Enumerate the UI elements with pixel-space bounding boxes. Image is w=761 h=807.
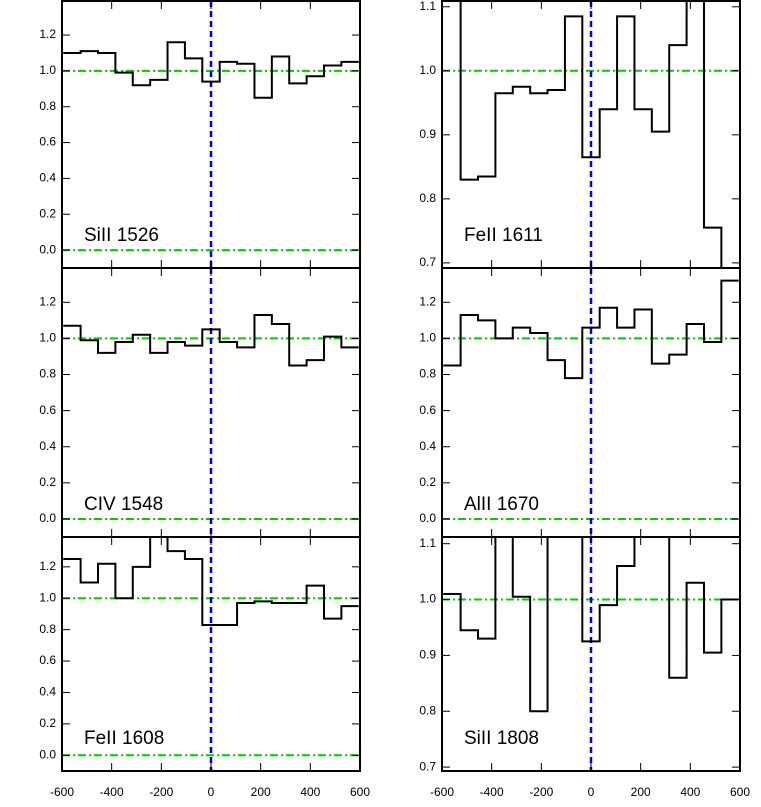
y-tick-label: 1.2	[39, 294, 56, 308]
y-tick-label: 0.9	[419, 127, 436, 141]
y-tick-label: 0.8	[419, 367, 436, 381]
panel-label: SiII 1526	[84, 225, 159, 246]
y-tick-label: 1.2	[39, 559, 56, 573]
x-tick-label: 400	[300, 785, 320, 799]
y-tick-label: 0.7	[419, 759, 436, 773]
y-tick-label: 0.2	[419, 475, 436, 489]
y-tick-label: 0.0	[39, 242, 56, 256]
x-tick-label: -600	[50, 785, 74, 799]
y-tick-label: 0.6	[39, 403, 56, 417]
x-tick-label: 0	[208, 785, 215, 799]
y-tick-label: 1.1	[419, 536, 436, 550]
x-tick-label: -400	[480, 785, 504, 799]
y-tick-label: 0.2	[39, 206, 56, 220]
x-tick-label: -600	[430, 785, 454, 799]
step-line	[443, 279, 739, 380]
step-line	[63, 537, 359, 626]
y-tick-label: 1.0	[419, 63, 436, 77]
step-line	[443, 537, 739, 713]
y-tick-label: 0.8	[419, 703, 436, 717]
y-tick-label: 0.0	[39, 747, 56, 761]
y-tick-label: 0.4	[419, 439, 436, 453]
y-tick-label: 0.8	[39, 622, 56, 636]
y-tick-label: 0.9	[419, 648, 436, 662]
x-tick-label: 0	[588, 785, 595, 799]
panel-label: AlII 1670	[464, 494, 539, 515]
y-tick-label: 1.2	[39, 27, 56, 41]
y-tick-label: 0.0	[419, 511, 436, 525]
y-tick-label: 0.4	[39, 439, 56, 453]
y-tick-label: 0.4	[39, 171, 56, 185]
y-tick-label: 0.8	[39, 367, 56, 381]
y-tick-label: 0.2	[39, 716, 56, 730]
y-tick-label: 0.6	[39, 135, 56, 149]
x-tick-label: -200	[529, 785, 553, 799]
x-tick-label: 600	[730, 785, 750, 799]
x-tick-label: 200	[631, 785, 651, 799]
y-tick-label: 0.6	[419, 403, 436, 417]
y-tick-label: 1.1	[419, 0, 436, 13]
y-tick-label: 0.2	[39, 475, 56, 489]
y-tick-label: 1.2	[419, 294, 436, 308]
y-tick-label: 0.6	[39, 653, 56, 667]
panel-label: FeII 1608	[84, 728, 164, 749]
step-line	[63, 313, 359, 367]
y-tick-label: 1.0	[39, 63, 56, 77]
step-line	[459, 1, 723, 268]
x-tick-label: 400	[680, 785, 700, 799]
y-tick-label: 0.8	[39, 99, 56, 113]
x-tick-label: -200	[149, 785, 173, 799]
step-line	[63, 41, 359, 99]
y-tick-label: 1.0	[39, 590, 56, 604]
y-tick-label: 1.0	[419, 592, 436, 606]
y-tick-label: 0.4	[39, 685, 56, 699]
y-tick-label: 0.8	[419, 191, 436, 205]
y-tick-label: 1.0	[39, 331, 56, 345]
x-tick-label: 200	[251, 785, 271, 799]
y-tick-label: 0.7	[419, 255, 436, 269]
y-tick-label: 0.0	[39, 511, 56, 525]
panel-label: CIV 1548	[84, 494, 163, 515]
panel-label: SiII 1808	[464, 728, 539, 749]
x-tick-label: -400	[100, 785, 124, 799]
panel-label: FeII 1611	[464, 225, 543, 246]
x-tick-label: 600	[350, 785, 370, 799]
y-tick-label: 1.0	[419, 331, 436, 345]
